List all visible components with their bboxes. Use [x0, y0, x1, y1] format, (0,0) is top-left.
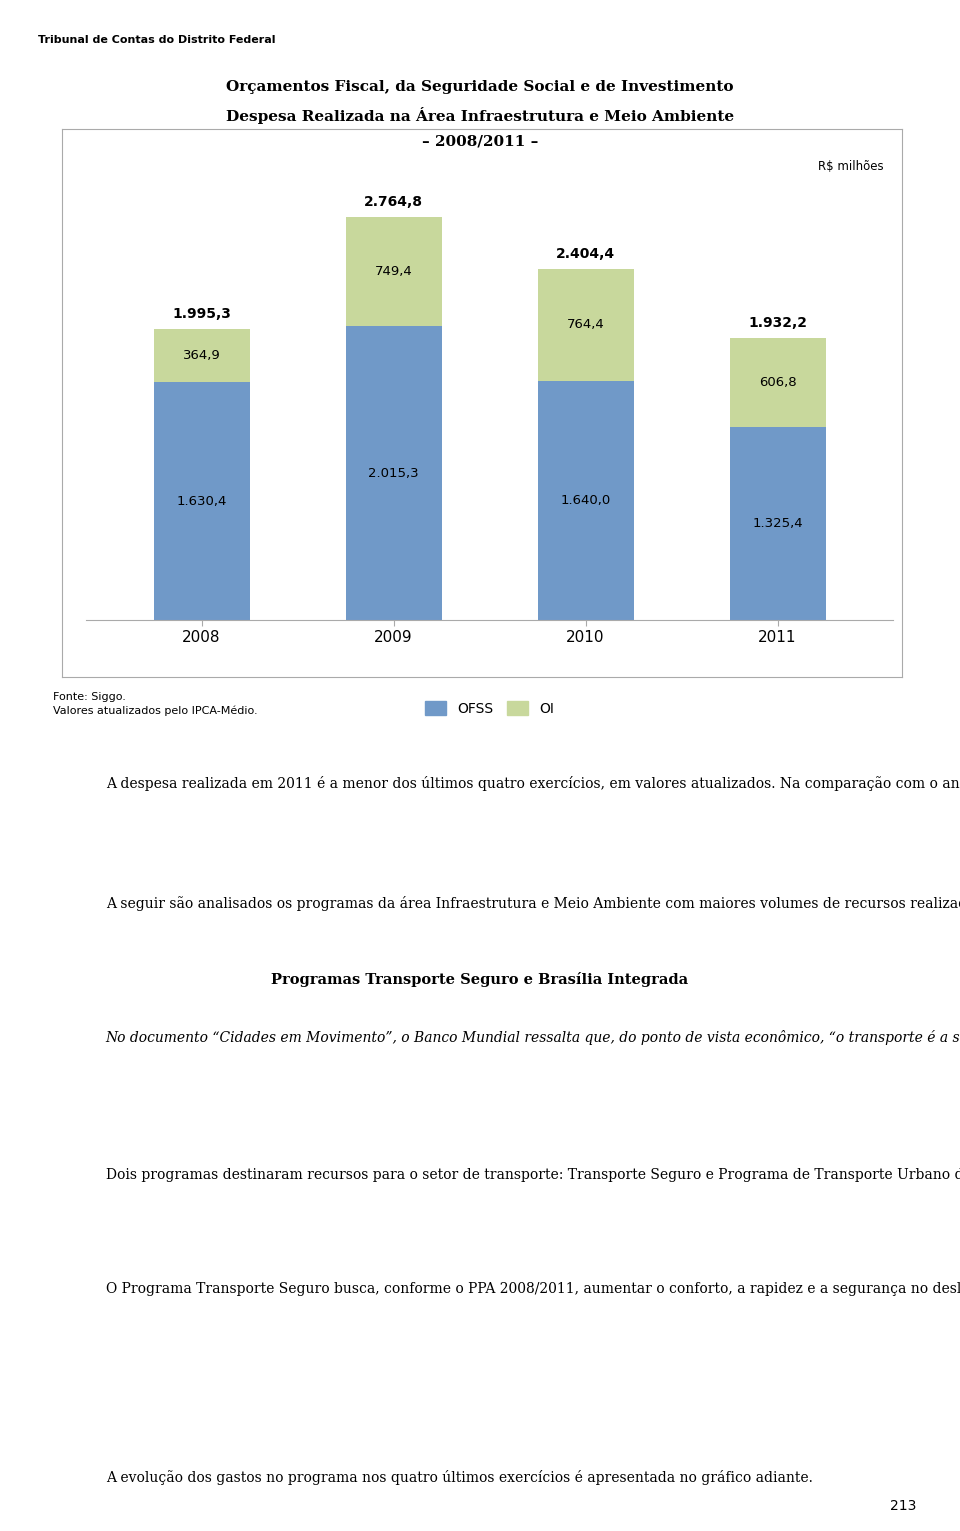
Text: 2.404,4: 2.404,4 — [556, 246, 615, 262]
Text: No documento “Cidades em Movimento”, o Banco Mundial ressalta que, do ponto de v: No documento “Cidades em Movimento”, o B… — [106, 1030, 960, 1046]
Text: 1.995,3: 1.995,3 — [172, 306, 231, 322]
Text: Fonte: Siggo.
Valores atualizados pelo IPCA-Médio.: Fonte: Siggo. Valores atualizados pelo I… — [53, 692, 257, 717]
Text: A despesa realizada em 2011 é a menor dos últimos quatro exercícios, em valores : A despesa realizada em 2011 é a menor do… — [106, 776, 960, 792]
Text: – 2008/2011 –: – 2008/2011 – — [421, 135, 539, 149]
Bar — [346, 216, 442, 326]
Text: 764,4: 764,4 — [566, 318, 605, 332]
Text: R$ milhões: R$ milhões — [818, 161, 883, 173]
Text: 2.764,8: 2.764,8 — [364, 194, 423, 208]
Bar — [730, 427, 826, 620]
Text: Despesa Realizada na Área Infraestrutura e Meio Ambiente: Despesa Realizada na Área Infraestrutura… — [226, 107, 734, 124]
Bar — [154, 329, 250, 383]
Text: 1.630,4: 1.630,4 — [177, 495, 227, 508]
Text: 749,4: 749,4 — [374, 265, 413, 277]
Bar — [730, 338, 826, 427]
Text: 1.932,2: 1.932,2 — [748, 315, 807, 331]
Text: A evolução dos gastos no programa nos quatro últimos exercícios é apresentada no: A evolução dos gastos no programa nos qu… — [106, 1470, 812, 1485]
Text: 1.325,4: 1.325,4 — [753, 517, 803, 530]
Text: 1.640,0: 1.640,0 — [561, 495, 611, 507]
Text: Programas Transporte Seguro e Brasília Integrada: Programas Transporte Seguro e Brasília I… — [272, 972, 688, 987]
Text: 364,9: 364,9 — [182, 349, 221, 361]
Text: A seguir são analisados os programas da área Infraestrutura e Meio Ambiente com : A seguir são analisados os programas da … — [106, 896, 960, 911]
Legend: OFSS, OI: OFSS, OI — [425, 701, 554, 717]
Bar — [538, 269, 634, 381]
Bar — [346, 326, 442, 620]
Text: 213: 213 — [891, 1499, 917, 1513]
Bar — [538, 381, 634, 620]
Text: 2.015,3: 2.015,3 — [369, 467, 419, 479]
Text: Dois programas destinaram recursos para o setor de transporte: Transporte Seguro: Dois programas destinaram recursos para … — [106, 1167, 960, 1182]
Text: O Programa Transporte Seguro busca, conforme o PPA 2008/2011, aumentar o confort: O Programa Transporte Seguro busca, conf… — [106, 1281, 960, 1297]
Text: 606,8: 606,8 — [758, 377, 797, 389]
Text: Orçamentos Fiscal, da Seguridade Social e de Investimento: Orçamentos Fiscal, da Seguridade Social … — [227, 80, 733, 93]
Text: Tribunal de Contas do Distrito Federal: Tribunal de Contas do Distrito Federal — [38, 35, 276, 46]
Bar — [154, 383, 250, 620]
